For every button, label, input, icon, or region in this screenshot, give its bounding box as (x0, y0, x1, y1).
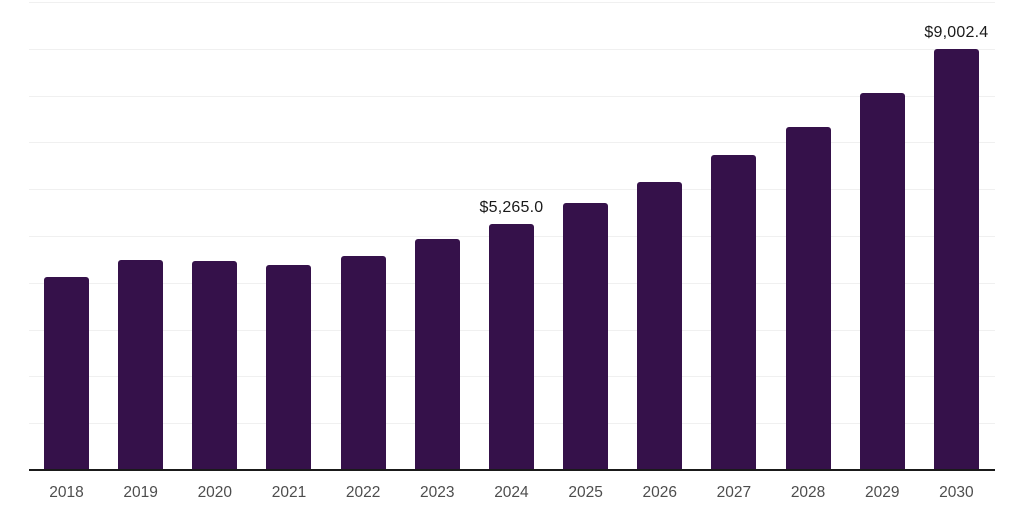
bar-2028 (785, 126, 831, 470)
plot-area: $5,265.0 $9,002.4 (29, 2, 995, 471)
gridline (29, 48, 995, 50)
x-axis-labels: 2018 2019 2020 2021 2022 2023 2024 2025 2026 2027… (44, 471, 979, 502)
bar-2020 (192, 261, 238, 470)
bar-2027 (711, 155, 757, 470)
x-tick-label-2027: 2027 (716, 484, 752, 501)
x-axis-line (29, 469, 995, 471)
bar-2029 (859, 92, 905, 470)
bar-2025 (563, 203, 609, 470)
gridline (29, 189, 995, 191)
bar-2022 (340, 255, 386, 470)
x-tick-label-2022: 2022 (345, 484, 381, 501)
x-tick-label-2030: 2030 (939, 484, 974, 501)
x-tick-label-2029: 2029 (864, 484, 900, 501)
x-tick-label-2020: 2020 (197, 484, 233, 501)
bar-2030: $9,002.4 (924, 24, 988, 470)
bar-2019 (118, 259, 164, 470)
bar-value-label-2030: $9,002.4 (924, 23, 989, 41)
bar-2023 (414, 239, 460, 470)
bar-2021 (266, 265, 312, 470)
x-tick-label-2018: 2018 (49, 484, 84, 501)
x-tick-label-2025: 2025 (568, 484, 603, 501)
bars-container: $5,265.0 $9,002.4 (44, 2, 988, 470)
bar-2026 (637, 181, 683, 470)
gridline (29, 142, 995, 144)
gridline (29, 95, 995, 97)
bar-value-label-2024: $5,265.0 (479, 198, 544, 216)
x-tick-label-2021: 2021 (271, 484, 307, 501)
x-tick-label-2023: 2023 (420, 484, 455, 501)
x-tick-label-2026: 2026 (642, 484, 677, 501)
x-tick-label-2019: 2019 (123, 484, 158, 501)
bar-2018 (44, 277, 89, 470)
x-tick-label-2028: 2028 (790, 484, 826, 501)
x-tick-label-2024: 2024 (494, 484, 529, 501)
gridline (29, 2, 995, 3)
bar-2024: $5,265.0 (479, 199, 543, 470)
